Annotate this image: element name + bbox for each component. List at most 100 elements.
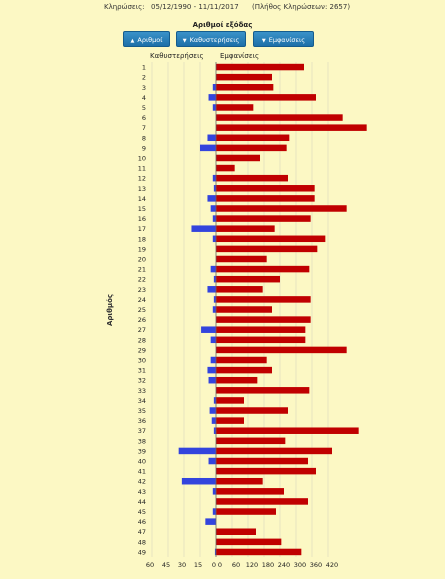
appearance-bar xyxy=(216,134,290,142)
category-label: 26 xyxy=(138,316,146,324)
category-label: 42 xyxy=(138,478,146,486)
appearance-bar xyxy=(216,376,258,384)
delay-bar xyxy=(209,407,216,414)
appearance-bar xyxy=(216,63,304,71)
category-label: 8 xyxy=(142,134,146,142)
delay-bar xyxy=(213,296,216,303)
appearance-bar xyxy=(216,205,347,212)
delay-bar xyxy=(213,397,216,404)
draws-count: (Πλήθος Κληρώσεων: 2657) xyxy=(252,3,351,11)
category-label: 14 xyxy=(138,195,146,203)
category-label: 20 xyxy=(138,255,146,263)
delay-bar xyxy=(207,286,216,293)
up-arrow-icon: ▲ xyxy=(130,38,135,44)
delay-bar xyxy=(212,306,216,313)
category-label: 47 xyxy=(138,528,146,536)
appearance-bar xyxy=(216,467,316,475)
delay-bar xyxy=(213,275,216,283)
sort-by-appearances-label: Εμφανίσεις xyxy=(268,36,306,44)
delay-bar xyxy=(208,376,216,384)
appearance-bar xyxy=(216,306,272,313)
category-label: 46 xyxy=(138,518,146,526)
sort-title: Αριθμοί εξόδας xyxy=(192,21,253,29)
right-axis-tick-label: 120 xyxy=(246,561,258,569)
sort-by-delays-button[interactable]: ▼ Καθυστερήσεις xyxy=(176,31,246,47)
appearance-bar xyxy=(216,508,276,515)
category-label: 31 xyxy=(138,367,146,375)
category-label: 32 xyxy=(138,377,146,385)
delay-bar xyxy=(210,336,216,344)
category-label: 2 xyxy=(142,74,146,82)
down-arrow-icon: ▼ xyxy=(182,38,187,44)
category-label: 17 xyxy=(138,225,146,233)
appearance-bar xyxy=(216,528,256,535)
appearance-bar xyxy=(216,457,308,465)
delay-bar xyxy=(178,447,216,455)
category-label: 1 xyxy=(142,64,146,72)
category-label: 35 xyxy=(138,407,146,415)
appearance-bar xyxy=(216,144,287,152)
delay-bar xyxy=(207,366,216,374)
right-axis-tick-label: 360 xyxy=(310,561,322,569)
delay-bar xyxy=(207,195,216,202)
category-label: 22 xyxy=(138,276,146,284)
category-label: 16 xyxy=(138,215,146,223)
category-label: 48 xyxy=(138,538,146,546)
appearance-bar xyxy=(216,195,315,202)
delay-bar xyxy=(201,326,216,333)
appearance-bar xyxy=(216,427,359,434)
left-axis-tick-label: 45 xyxy=(162,561,170,569)
sort-by-numbers-button[interactable]: ▲ Αριθμοί xyxy=(123,31,170,47)
category-label: 44 xyxy=(138,498,146,506)
category-label: 41 xyxy=(138,468,146,476)
category-label: 21 xyxy=(138,266,146,274)
appearance-bar xyxy=(216,407,288,414)
appearance-bar xyxy=(216,488,284,495)
left-axis-tick-label: 15 xyxy=(194,561,202,569)
category-label: 25 xyxy=(138,306,146,314)
delay-bar xyxy=(191,225,216,232)
category-label: 39 xyxy=(138,447,146,455)
appearance-bar xyxy=(216,346,347,354)
sort-by-numbers-label: Αριθμοί xyxy=(137,36,163,44)
delay-bar xyxy=(214,548,216,556)
category-label: 6 xyxy=(142,114,146,122)
delay-bar xyxy=(212,215,216,222)
appearance-bar xyxy=(216,275,280,283)
category-label: 36 xyxy=(138,417,146,425)
appearance-bar xyxy=(216,124,367,131)
sort-by-appearances-button[interactable]: ▼ Εμφανίσεις xyxy=(253,31,314,47)
category-label: 43 xyxy=(138,488,146,496)
appearance-bar xyxy=(216,185,315,192)
delay-bar xyxy=(213,185,216,192)
appearance-bar xyxy=(216,94,316,101)
category-label: 24 xyxy=(138,296,146,304)
appearances-column-label: Εμφανίσεις xyxy=(220,52,260,60)
delay-bar xyxy=(200,144,216,152)
left-axis-tick-label: 30 xyxy=(178,561,186,569)
right-axis-tick-label: 240 xyxy=(278,561,290,569)
appearance-bar xyxy=(216,84,274,91)
sort-by-delays-label: Καθυστερήσεις xyxy=(189,36,240,44)
category-label: 12 xyxy=(138,175,146,183)
right-axis-tick-label: 300 xyxy=(294,561,306,569)
left-axis-tick-label: 60 xyxy=(146,561,154,569)
category-label: 5 xyxy=(142,104,146,112)
delay-bar xyxy=(212,488,216,495)
category-label: 29 xyxy=(138,346,146,354)
appearance-bar xyxy=(216,437,286,445)
down-arrow-icon: ▼ xyxy=(261,38,266,44)
category-label: 23 xyxy=(138,286,146,294)
appearance-bar xyxy=(216,73,272,81)
category-label: 18 xyxy=(138,235,146,243)
appearance-bar xyxy=(216,265,310,273)
appearance-bar xyxy=(216,174,288,182)
delay-bar xyxy=(212,104,216,111)
appearance-bar xyxy=(216,215,311,222)
delay-bar xyxy=(208,94,216,101)
delay-bar xyxy=(212,174,216,182)
category-label: 30 xyxy=(138,357,146,365)
appearance-bar xyxy=(216,397,244,404)
delay-bar xyxy=(210,265,216,273)
